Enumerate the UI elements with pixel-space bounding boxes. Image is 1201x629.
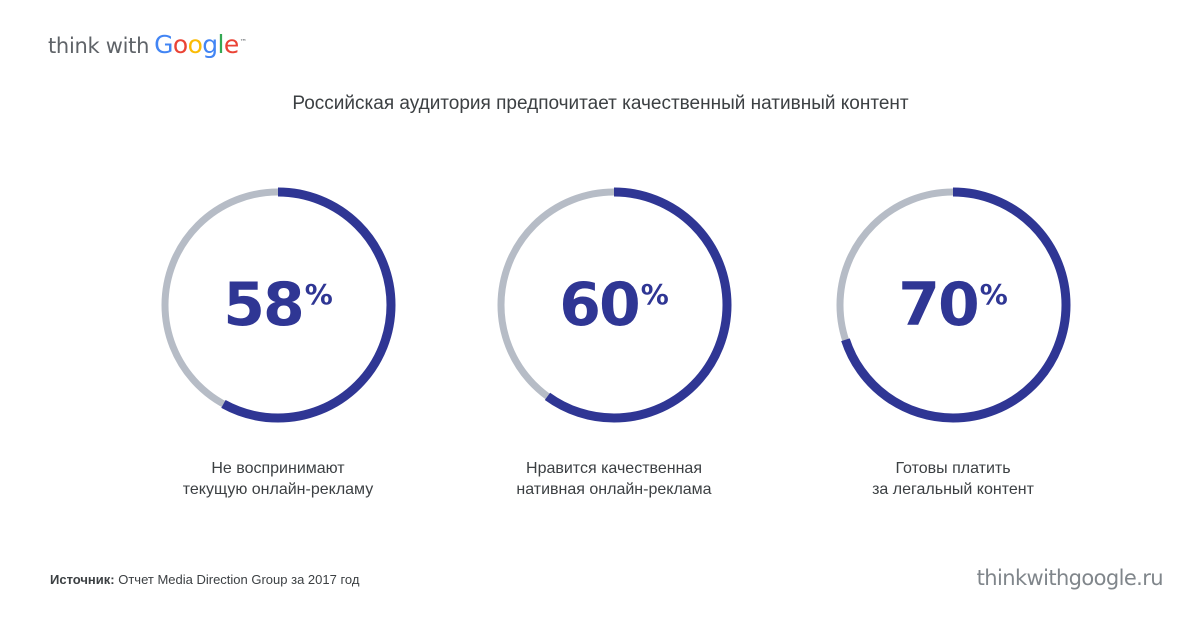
gauge-arc bbox=[160, 187, 396, 423]
gauge-caption-line: Готовы платить bbox=[895, 460, 1011, 477]
gauge-value-number: 58 bbox=[223, 270, 304, 340]
gauge-ring bbox=[160, 187, 396, 423]
logo-google-wordmark: Google bbox=[154, 30, 239, 59]
gauge-caption-line: текущую онлайн-рекламу bbox=[182, 481, 374, 498]
site-link[interactable]: thinkwithgoogle.ru bbox=[976, 566, 1164, 590]
logo-letter: o bbox=[187, 30, 203, 59]
logo-lead-text: think with bbox=[48, 34, 150, 58]
logo-letter: g bbox=[202, 30, 218, 59]
gauge-arc bbox=[835, 187, 1071, 423]
gauge-caption-line: Нравится качественная bbox=[526, 460, 702, 477]
logo-letter: l bbox=[217, 30, 225, 59]
gauge-ring bbox=[496, 187, 732, 423]
logo-trademark: ™ bbox=[239, 38, 247, 46]
gauge-value: 60% bbox=[489, 180, 739, 430]
gauge-3: 70% bbox=[828, 180, 1078, 430]
logo-letter: o bbox=[172, 30, 188, 59]
source-note: Источник: Отчет Media Direction Group за… bbox=[50, 572, 359, 587]
logo-letter: G bbox=[154, 30, 173, 59]
gauge-value-unit: % bbox=[979, 278, 1008, 311]
gauge-caption: Готовы платить за легальный контент bbox=[813, 458, 1093, 500]
source-label: Источник: bbox=[50, 572, 115, 587]
gauge-caption-line: Не воспринимают bbox=[211, 460, 345, 477]
gauge-value-unit: % bbox=[640, 278, 669, 311]
gauge-ring bbox=[835, 187, 1071, 423]
logo-letter: e bbox=[223, 30, 239, 59]
gauge-caption: Нравится качественная нативная онлайн-рек… bbox=[474, 458, 754, 500]
source-text: Отчет Media Direction Group за 2017 год bbox=[114, 572, 360, 587]
gauge-1: 58% bbox=[153, 180, 403, 430]
gauge-caption: Не воспринимают текущую онлайн-рекламу bbox=[138, 458, 418, 500]
think-with-google-logo: think with Google ™ bbox=[48, 30, 247, 64]
gauge-value-number: 60 bbox=[559, 270, 640, 340]
gauge-value-number: 70 bbox=[898, 270, 979, 340]
gauge-value-unit: % bbox=[304, 278, 333, 311]
chart-title: Российская аудитория предпочитает качест… bbox=[292, 93, 909, 114]
gauge-caption-line: нативная онлайн-реклама bbox=[516, 481, 712, 498]
gauge-2: 60% bbox=[489, 180, 739, 430]
gauge-caption-line: за легальный контент bbox=[872, 481, 1034, 498]
gauge-value: 58% bbox=[153, 180, 403, 430]
gauge-value: 70% bbox=[828, 180, 1078, 430]
gauge-arc bbox=[496, 187, 732, 423]
